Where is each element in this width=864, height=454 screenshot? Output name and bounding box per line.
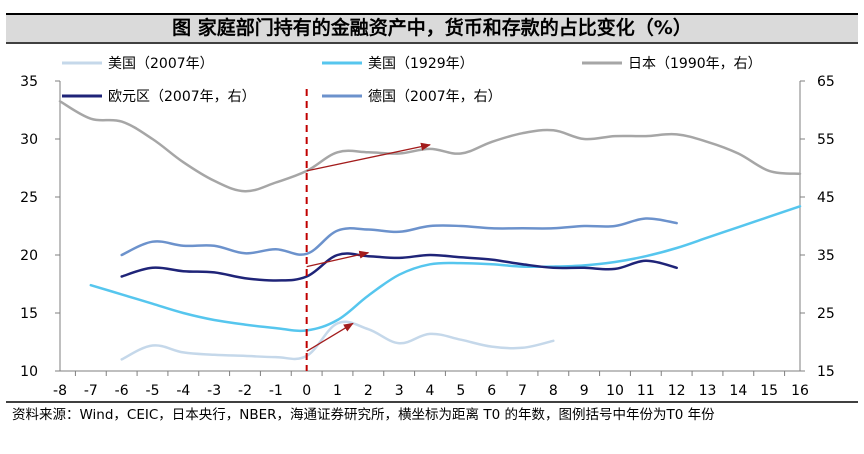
series-layer	[58, 100, 802, 361]
x-tick-label: -7	[84, 383, 98, 399]
legend-label-us-1929: 美国（1929年）	[368, 56, 474, 72]
x-tick-label: -2	[238, 383, 252, 399]
annotation-arrow	[306, 322, 354, 352]
x-tick-label: -6	[115, 383, 129, 399]
x-tick-label: -8	[53, 383, 67, 399]
x-tick-label: 4	[426, 383, 435, 399]
series-line-us-2007	[120, 320, 555, 361]
right-tick-label: 55	[817, 132, 835, 148]
x-tick-label: -3	[207, 383, 221, 399]
series-line-us-1929	[89, 205, 802, 333]
x-tick-label: 15	[760, 383, 778, 399]
x-tick-label: 2	[364, 383, 373, 399]
left-tick-label: 10	[20, 364, 38, 380]
left-tick-label: 25	[20, 190, 38, 206]
x-tick-label: 9	[580, 383, 589, 399]
right-tick-label: 15	[817, 364, 835, 380]
x-tick-label: 14	[729, 383, 747, 399]
left-tick-label: 35	[20, 74, 38, 90]
legend-label-euro-area-2007: 欧元区（2007年，右）	[108, 89, 256, 105]
annotation-arrow	[306, 250, 370, 268]
x-tick-label: 11	[637, 383, 655, 399]
x-tick-label: 3	[395, 383, 404, 399]
right-tick-label: 45	[817, 190, 835, 206]
series-line-euro-area-2007	[120, 252, 678, 282]
x-tick-label: 16	[791, 383, 809, 399]
legend-label-germany-2007: 德国（2007年，右）	[368, 89, 502, 105]
x-tick-label: 10	[606, 383, 624, 399]
right-tick-label: 25	[817, 306, 835, 322]
chart-title: 图 家庭部门持有的金融资产中，货币和存款的占比变化（%）	[172, 16, 692, 39]
title-band	[6, 14, 858, 42]
x-tick-label: 6	[487, 383, 496, 399]
legend-label-japan-1990: 日本（1990年，右）	[628, 56, 762, 72]
series-line-japan-1990	[58, 100, 802, 193]
x-tick-label: -4	[176, 383, 190, 399]
legend: 美国（2007年） 美国（1929年） 日本（1990年，右） 欧元区（2007年，右…	[62, 56, 762, 105]
x-tick-label: 7	[518, 383, 527, 399]
source-note: 资料来源：Wind，CEIC，日本央行，NBER，海通证券研究所，横坐标为距离 …	[12, 407, 715, 423]
x-tick-label: 1	[333, 383, 342, 399]
x-tick-label: 0	[302, 383, 311, 399]
left-tick-label: 20	[20, 248, 38, 264]
x-tick-label: 5	[456, 383, 465, 399]
x-tick-label: -1	[269, 383, 283, 399]
x-tick-label: 12	[668, 383, 686, 399]
left-tick-label: 15	[20, 306, 38, 322]
legend-label-us-2007: 美国（2007年）	[108, 56, 214, 72]
series-line-germany-2007	[120, 217, 678, 257]
right-tick-label: 35	[817, 248, 835, 264]
left-tick-label: 30	[20, 132, 38, 148]
x-tick-label: 8	[549, 383, 558, 399]
annotation-arrow	[306, 142, 431, 172]
x-tick-label: 13	[699, 383, 717, 399]
x-tick-label: -5	[146, 383, 160, 399]
annotation-layer	[305, 89, 431, 371]
right-tick-label: 65	[817, 74, 835, 90]
